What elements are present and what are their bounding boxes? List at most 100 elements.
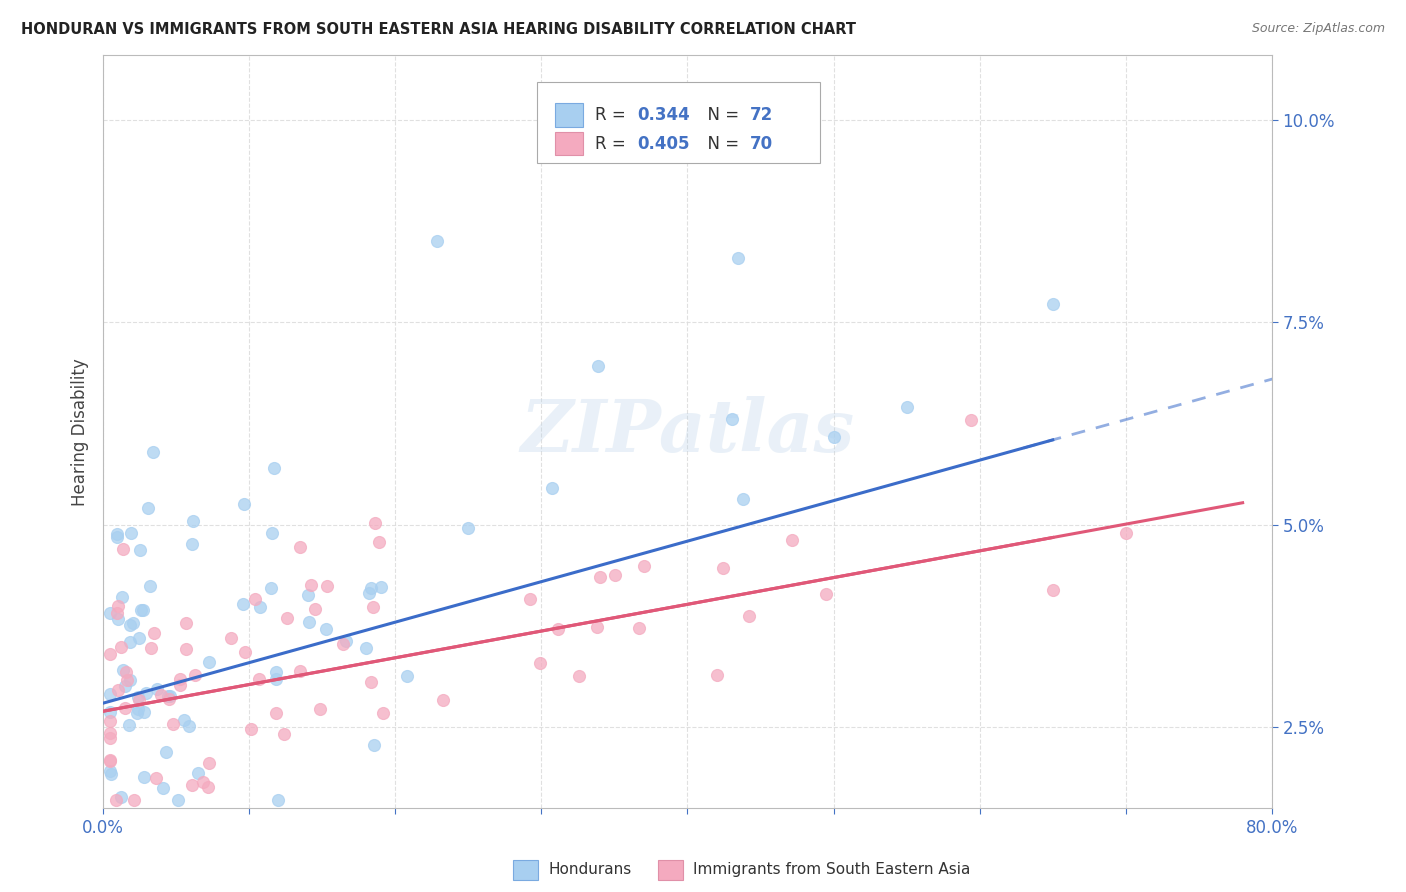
Point: [159, 689, 181, 703]
Point: [308, 702, 330, 716]
Point: [605, 567, 627, 582]
Point: [191, 775, 214, 789]
Point: [315, 622, 337, 636]
Text: Immigrants from South Eastern Asia: Immigrants from South Eastern Asia: [693, 863, 970, 877]
Point: [111, 590, 134, 604]
Text: HONDURAN VS IMMIGRANTS FROM SOUTH EASTERN ASIA HEARING DISABILITY CORRELATION CH: HONDURAN VS IMMIGRANTS FROM SOUTH EASTER…: [21, 22, 856, 37]
Point: [315, 579, 337, 593]
Point: [361, 599, 384, 614]
Point: [129, 542, 152, 557]
Point: [169, 672, 191, 686]
Point: [706, 667, 728, 681]
Point: [737, 608, 759, 623]
Point: [142, 445, 165, 459]
Point: [132, 770, 155, 784]
Text: Hondurans: Hondurans: [548, 863, 631, 877]
Point: [111, 541, 134, 556]
Text: 0.344: 0.344: [637, 106, 690, 124]
Point: [711, 561, 734, 575]
Point: [100, 647, 122, 661]
Point: [136, 500, 159, 515]
Point: [233, 645, 256, 659]
Point: [297, 615, 319, 629]
Text: N =: N =: [697, 106, 745, 124]
Point: [823, 429, 845, 443]
Point: [105, 527, 128, 541]
Point: [131, 603, 153, 617]
Point: [267, 793, 290, 807]
Point: [152, 781, 174, 796]
Point: [162, 717, 184, 731]
Point: [111, 663, 134, 677]
Point: [896, 400, 918, 414]
Point: [364, 516, 387, 530]
Point: [304, 602, 326, 616]
Point: [169, 678, 191, 692]
Point: [118, 673, 141, 687]
Point: [105, 606, 128, 620]
Text: Source: ZipAtlas.com: Source: ZipAtlas.com: [1251, 22, 1385, 36]
Point: [177, 719, 200, 733]
Point: [114, 665, 136, 679]
Point: [547, 623, 569, 637]
Point: [959, 412, 981, 426]
Point: [359, 586, 381, 600]
Point: [198, 655, 221, 669]
Point: [174, 615, 197, 630]
Point: [100, 714, 122, 729]
Point: [247, 672, 270, 686]
Point: [107, 599, 129, 613]
Point: [156, 690, 179, 704]
Point: [100, 731, 122, 745]
Point: [588, 359, 610, 373]
Point: [110, 790, 132, 805]
Point: [721, 412, 744, 426]
Point: [589, 570, 612, 584]
Point: [145, 682, 167, 697]
Point: [132, 705, 155, 719]
Text: ZIPatlas: ZIPatlas: [520, 396, 855, 467]
Text: R =: R =: [595, 106, 631, 124]
Point: [100, 607, 122, 621]
Point: [145, 771, 167, 785]
Point: [115, 673, 138, 688]
Point: [173, 713, 195, 727]
Point: [100, 753, 122, 767]
Point: [370, 580, 392, 594]
Point: [107, 682, 129, 697]
Point: [150, 689, 173, 703]
Point: [529, 656, 551, 670]
Point: [142, 626, 165, 640]
Point: [360, 674, 382, 689]
Point: [157, 691, 180, 706]
Point: [273, 727, 295, 741]
Point: [1042, 296, 1064, 310]
Point: [232, 497, 254, 511]
Point: [127, 690, 149, 704]
Point: [125, 706, 148, 720]
Point: [135, 686, 157, 700]
Point: [245, 592, 267, 607]
Point: [117, 718, 139, 732]
Point: [276, 611, 298, 625]
Point: [297, 588, 319, 602]
Point: [127, 702, 149, 716]
Y-axis label: Hearing Disability: Hearing Disability: [72, 358, 89, 506]
Point: [187, 765, 209, 780]
Point: [288, 541, 311, 555]
Point: [128, 631, 150, 645]
Point: [780, 533, 803, 548]
Point: [128, 693, 150, 707]
Text: 0.405: 0.405: [637, 135, 689, 153]
Point: [167, 793, 190, 807]
Point: [332, 637, 354, 651]
Point: [371, 706, 394, 720]
Point: [249, 599, 271, 614]
Point: [120, 635, 142, 649]
Point: [457, 521, 479, 535]
Point: [354, 641, 377, 656]
Point: [104, 793, 127, 807]
Point: [181, 778, 204, 792]
Point: [264, 706, 287, 721]
Point: [197, 780, 219, 795]
